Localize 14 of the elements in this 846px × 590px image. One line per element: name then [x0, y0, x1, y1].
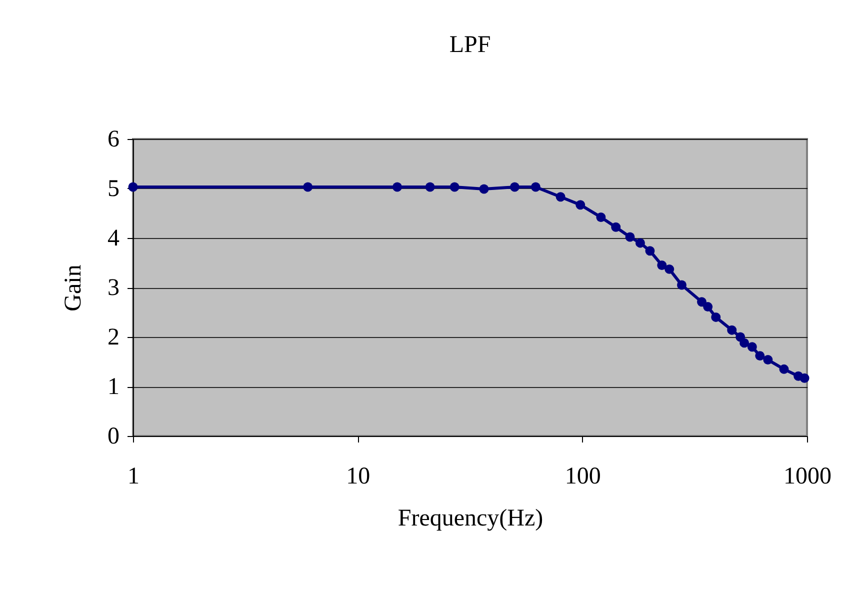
y-tick-label: 6	[108, 126, 120, 152]
x-tick-label: 100	[564, 464, 601, 490]
chart-title: LPF	[449, 32, 491, 58]
y-tick-label: 5	[108, 176, 120, 202]
y-tick-label: 4	[108, 226, 120, 252]
x-axis-title: Frequency(Hz)	[398, 506, 544, 532]
y-tick-label: 0	[108, 424, 120, 450]
x-tick-label: 10	[346, 464, 370, 490]
y-tick-label: 1	[108, 374, 120, 400]
y-tick-label: 2	[108, 324, 120, 350]
x-tick-label: 1	[128, 464, 140, 490]
x-tick-label: 1000	[784, 464, 832, 490]
y-axis-title: Gain	[60, 264, 86, 312]
y-tick-label: 3	[108, 275, 120, 301]
